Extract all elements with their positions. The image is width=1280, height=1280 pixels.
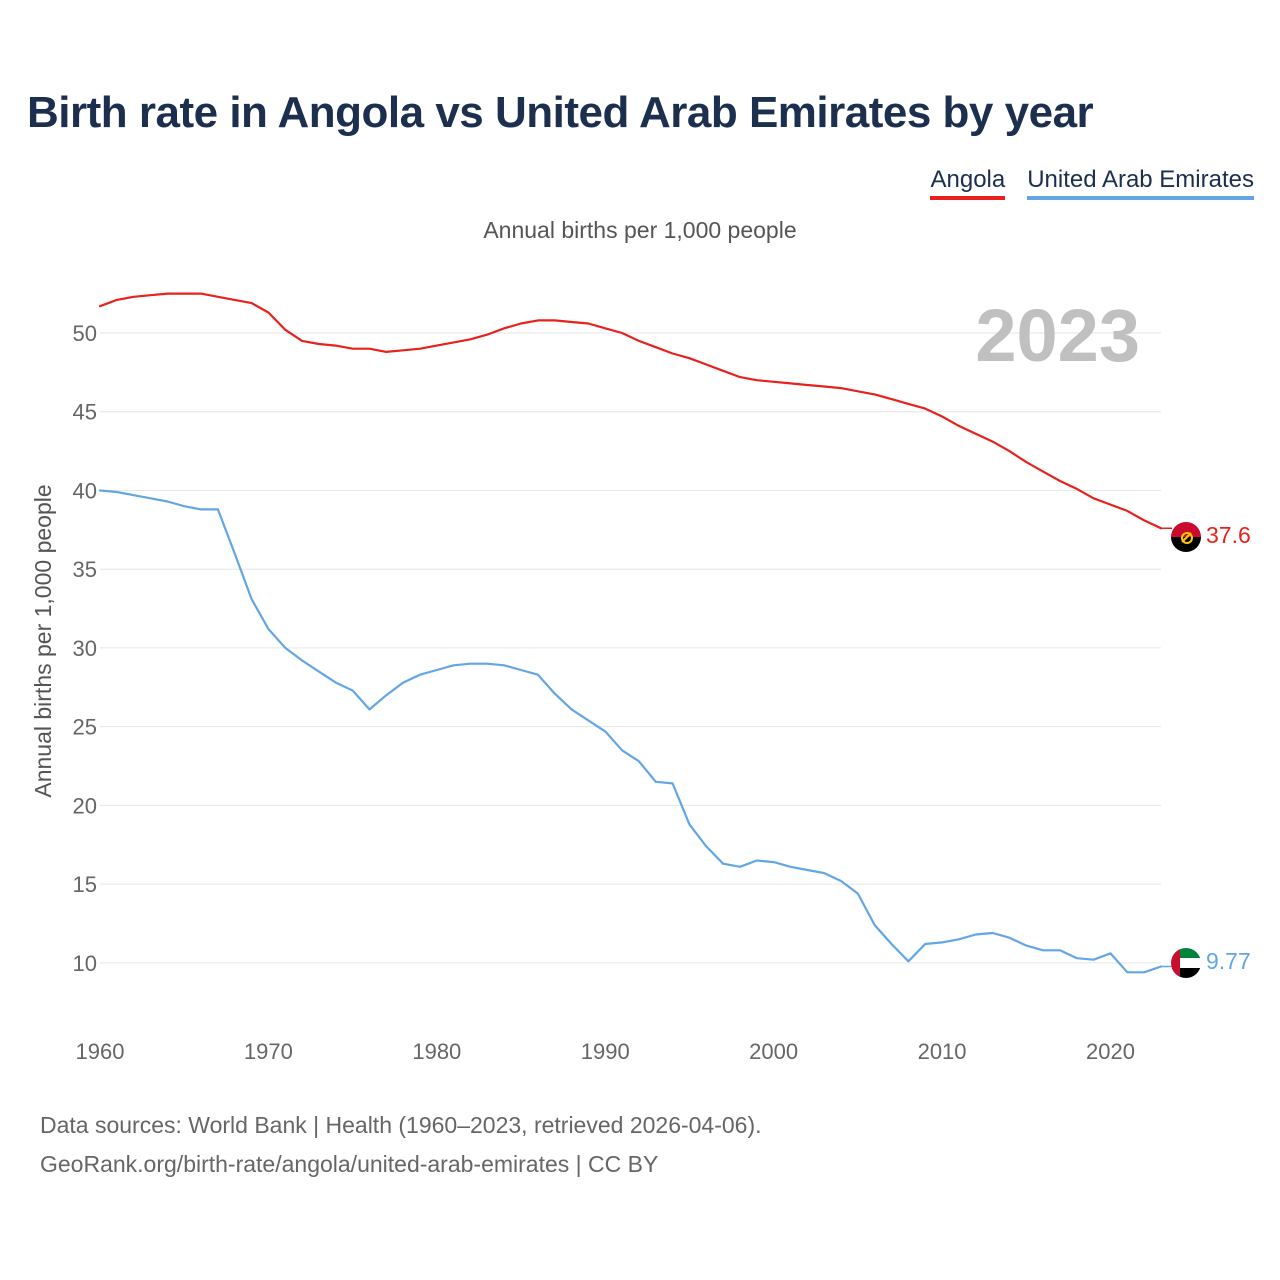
footer: Data sources: World Bank | Health (1960–…	[40, 1106, 762, 1184]
chart-title: Birth rate in Angola vs United Arab Emir…	[27, 88, 1094, 137]
source-link[interactable]: GeoRank.org/birth-rate/angola/united-ara…	[40, 1151, 659, 1177]
line-chart: 10 15 20 25 30 35 40 45 50 1960 1970 1980 1990 2000 2…	[30, 292, 1251, 1064]
chart-subtitle: Annual births per 1,000 people	[483, 217, 797, 243]
y-tick-label: 20	[73, 793, 97, 818]
x-tick-label: 2000	[749, 1039, 798, 1064]
year-watermark: 2023	[975, 294, 1140, 377]
y-tick-label: 40	[73, 478, 97, 503]
uae-flag-icon	[1171, 948, 1201, 978]
y-tick-label: 45	[73, 400, 97, 425]
data-sources: Data sources: World Bank | Health (1960–…	[40, 1112, 762, 1138]
x-tick-label: 2020	[1086, 1039, 1135, 1064]
x-tick-label: 1960	[76, 1039, 125, 1064]
y-tick-label: 35	[73, 557, 97, 582]
x-axis: 1960 1970 1980 1990 2000 2010 2020	[76, 1039, 1135, 1064]
uae-series-line	[98, 489, 1163, 974]
y-axis: 10 15 20 25 30 35 40 45 50	[73, 321, 97, 976]
angola-series-line	[98, 292, 1163, 530]
legend-item-angola[interactable]: Angola	[930, 166, 1006, 200]
x-tick-label: 2010	[918, 1039, 967, 1064]
y-tick-label: 15	[73, 872, 97, 897]
x-tick-label: 1980	[412, 1039, 461, 1064]
series	[98, 292, 1172, 974]
x-tick-label: 1990	[581, 1039, 630, 1064]
x-tick-label: 1970	[244, 1039, 293, 1064]
y-tick-label: 50	[73, 321, 97, 346]
y-tick-label: 30	[73, 636, 97, 661]
uae-end-value: 9.77	[1206, 948, 1251, 974]
angola-flag-icon	[1171, 522, 1201, 552]
grid	[100, 332, 1161, 964]
angola-end-value: 37.6	[1206, 522, 1251, 548]
legend-item-uae[interactable]: United Arab Emirates	[1027, 166, 1254, 200]
y-axis-label: Annual births per 1,000 people	[30, 484, 56, 797]
y-tick-label: 25	[73, 715, 97, 740]
y-tick-label: 10	[73, 951, 97, 976]
legend: Angola United Arab Emirates	[930, 166, 1254, 200]
